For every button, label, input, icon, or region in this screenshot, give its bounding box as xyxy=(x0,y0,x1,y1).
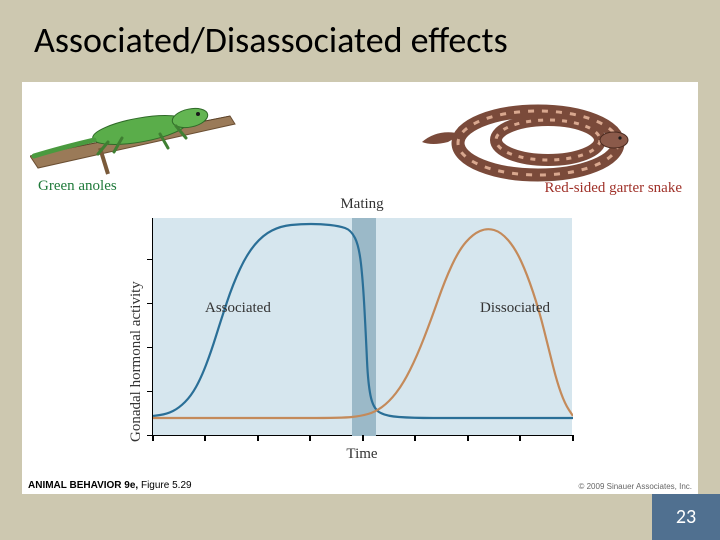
dissociated-curve xyxy=(153,229,573,418)
associated-curve xyxy=(153,224,573,418)
y-axis-label: Gonadal hormonal activity xyxy=(128,281,145,442)
slide-title: Associated/Disassociated effects xyxy=(34,18,508,62)
garter-snake-illustration: Red-sided garter snake xyxy=(408,88,688,198)
snake-label: Red-sided garter snake xyxy=(545,180,682,197)
source-rest: Figure 5.29 xyxy=(138,480,191,491)
source-bold: ANIMAL BEHAVIOR 9e, xyxy=(28,480,138,491)
copyright-text: © 2009 Sinauer Associates, Inc. xyxy=(578,482,692,491)
mating-label: Mating xyxy=(340,196,383,213)
associated-label: Associated xyxy=(205,300,271,317)
anole-label: Green anoles xyxy=(38,178,117,195)
x-axis-label: Time xyxy=(346,446,377,463)
source-credit: ANIMAL BEHAVIOR 9e, Figure 5.29 xyxy=(28,480,192,491)
page-number-badge: 23 xyxy=(652,494,720,540)
chart-area: Mating Associated Dissociated Time xyxy=(152,200,572,462)
curves-svg xyxy=(153,218,573,436)
dissociated-label: Dissociated xyxy=(480,300,550,317)
green-anole-illustration: Green anoles xyxy=(30,86,270,196)
plot-box: Associated Dissociated xyxy=(152,218,572,436)
species-row: Green anoles Red-sided garter snake xyxy=(22,86,698,201)
figure-panel: Green anoles Red-sided garter snake Mati… xyxy=(22,82,698,494)
